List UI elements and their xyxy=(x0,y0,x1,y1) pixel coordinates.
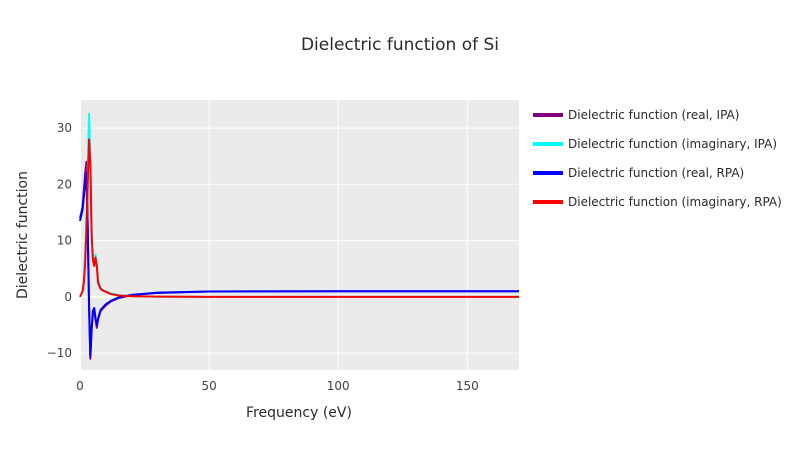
series-lines xyxy=(79,113,519,360)
legend-label-0[interactable]: Dielectric function (real, IPA) xyxy=(568,108,739,122)
plot-area xyxy=(80,100,519,370)
x-tick-label: 150 xyxy=(456,379,479,393)
x-axis-title: Frequency (eV) xyxy=(246,405,352,421)
y-tick-label: −10 xyxy=(47,346,72,360)
x-tick-label: 0 xyxy=(76,379,84,393)
grid-lines xyxy=(80,100,519,370)
y-tick-label: 10 xyxy=(57,234,72,248)
legend-label-1[interactable]: Dielectric function (imaginary, IPA) xyxy=(568,137,777,151)
x-tick-label: 100 xyxy=(327,379,350,393)
x-axis-ticks: 0 50 100 150 xyxy=(76,379,479,393)
chart-title: Dielectric function of Si xyxy=(301,35,499,55)
y-tick-label: 0 xyxy=(64,290,72,304)
legend-label-2[interactable]: Dielectric function (real, RPA) xyxy=(568,166,744,180)
y-axis-ticks: −10 0 10 20 30 xyxy=(47,121,72,360)
y-axis-title: Dielectric function xyxy=(15,171,31,299)
y-tick-label: 30 xyxy=(57,121,72,135)
legend: Dielectric function (real, IPA) Dielectri… xyxy=(533,108,782,209)
x-tick-label: 50 xyxy=(201,379,216,393)
y-tick-label: 20 xyxy=(57,177,72,191)
series-line-3 xyxy=(79,138,519,298)
legend-label-3[interactable]: Dielectric function (imaginary, RPA) xyxy=(568,195,782,209)
